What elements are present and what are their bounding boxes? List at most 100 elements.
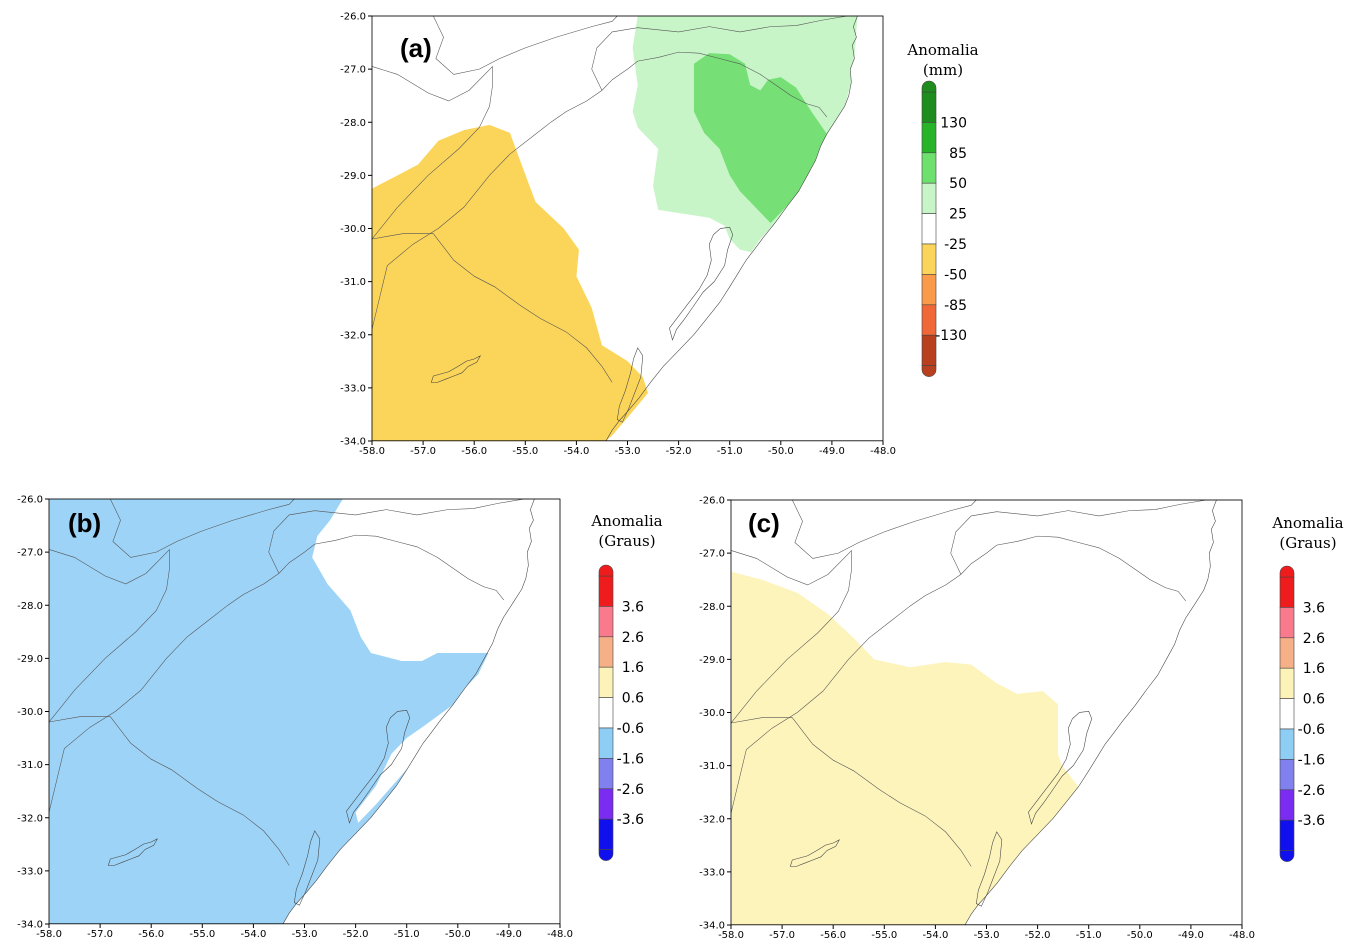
legend-swatch: [1279, 698, 1295, 730]
y-tick-label: -29.0: [340, 171, 366, 182]
legend-title: (mm): [923, 61, 963, 79]
panel-b-temperature-map: -58.0 -57.0 -56.0 -55.0 -54.0 -53.0 -52.0 -51.0…: [17, 495, 663, 941]
legend-swatch: [921, 122, 937, 154]
legend-label: -3.6: [617, 812, 644, 828]
legend-cap-bottom: [598, 849, 614, 861]
legend-cap-top: [598, 564, 614, 577]
x-tick-label: -57.0: [410, 446, 436, 457]
legend-label: -130: [935, 328, 967, 344]
legend-swatch: [921, 304, 937, 336]
y-tick-label: -27.0: [699, 549, 725, 560]
legend-swatch: [921, 274, 937, 306]
legend-label: 2.6: [1303, 631, 1325, 647]
x-tick-label: -52.0: [343, 929, 369, 940]
panel-a-dry-anomaly-area: [372, 124, 648, 441]
legend-label: -25: [944, 237, 967, 253]
x-tick-label: -57.0: [87, 929, 113, 940]
legend-swatch: [921, 182, 937, 214]
legend-label: -1.6: [617, 751, 644, 767]
legend-swatch: [1279, 789, 1295, 821]
y-tick-label: -33.0: [340, 383, 366, 394]
y-tick-label: -26.0: [699, 496, 725, 507]
x-tick-label: -56.0: [461, 446, 487, 457]
x-tick-label: -54.0: [240, 929, 266, 940]
legend-cap-top: [921, 80, 937, 93]
x-tick-label: -48.0: [547, 929, 573, 940]
x-tick-label: -58.0: [36, 929, 62, 940]
x-tick-label: -53.0: [974, 930, 1000, 941]
y-tick-label: -34.0: [17, 920, 43, 931]
legend-swatch: [1279, 819, 1295, 851]
panel-a-legend: Anomalia (mm) 130 85 50 25 -25 -50 -85 -130: [906, 41, 979, 377]
x-tick-label: -53.0: [615, 446, 641, 457]
y-tick-label: -29.0: [699, 655, 725, 666]
x-tick-label: -52.0: [666, 446, 692, 457]
panel-c-x-axis: -58.0 -57.0 -56.0 -55.0 -54.0 -53.0 -52.0 -51.0…: [718, 925, 1255, 941]
panel-a-y-axis: -26.0 -27.0 -28.0 -29.0 -30.0 -31.0 -32.0 -33.0…: [340, 12, 372, 448]
legend-swatch: [598, 758, 614, 790]
x-tick-label: -56.0: [138, 929, 164, 940]
panel-a-precipitation-map: -58.0 -57.0 -56.0 -55.0 -54.0 -53.0 -52.0 -51.0…: [340, 12, 979, 458]
x-tick-label: -50.0: [1127, 930, 1153, 941]
x-tick-label: -57.0: [769, 930, 795, 941]
panel-c-map: [730, 499, 1243, 926]
panel-c-y-axis: -26.0 -27.0 -28.0 -29.0 -30.0 -31.0 -32.0 -33.0…: [699, 496, 731, 932]
legend-swatch: [1279, 759, 1295, 791]
y-tick-label: -29.0: [17, 654, 43, 665]
x-tick-label: -53.0: [292, 929, 318, 940]
panel-c-label: (c): [748, 508, 780, 538]
x-tick-label: -58.0: [359, 446, 385, 457]
legend-label: 1.6: [1303, 661, 1325, 677]
legend-label: 2.6: [622, 630, 644, 646]
y-tick-label: -27.0: [17, 548, 43, 559]
y-tick-label: -28.0: [17, 601, 43, 612]
x-tick-label: -55.0: [871, 930, 897, 941]
legend-label: 1.6: [622, 660, 644, 676]
legend-swatch: [598, 575, 614, 607]
x-tick-label: -54.0: [563, 446, 589, 457]
x-tick-label: -48.0: [1229, 930, 1255, 941]
x-tick-label: -49.0: [496, 929, 522, 940]
legend-swatch: [598, 697, 614, 729]
legend-swatch: [598, 788, 614, 820]
legend-label: 50: [949, 176, 967, 192]
legend-label: 0.6: [622, 691, 644, 707]
y-tick-label: -31.0: [340, 277, 366, 288]
panel-b-y-axis: -26.0 -27.0 -28.0 -29.0 -30.0 -31.0 -32.0 -33.0…: [17, 495, 49, 931]
y-tick-label: -27.0: [340, 65, 366, 76]
legend-label: 3.6: [1303, 600, 1325, 616]
legend-title: Anomalia: [590, 512, 662, 530]
panel-a-map: [371, 15, 884, 442]
panel-c-legend: Anomalia (Graus) 3.6 2.6 1.6 0.6 -0.6 -1.6 -2.6 -…: [1271, 514, 1344, 862]
y-tick-label: -30.0: [699, 708, 725, 719]
legend-swatch: [921, 334, 937, 366]
y-tick-label: -26.0: [340, 12, 366, 23]
x-tick-label: -54.0: [922, 930, 948, 941]
x-tick-label: -50.0: [445, 929, 471, 940]
x-tick-label: -55.0: [512, 446, 538, 457]
x-tick-label: -51.0: [717, 446, 743, 457]
y-tick-label: -34.0: [340, 437, 366, 448]
legend-swatch: [598, 666, 614, 698]
panel-a-label: (a): [400, 33, 432, 63]
legend-label: -2.6: [1298, 783, 1325, 799]
x-tick-label: -51.0: [1076, 930, 1102, 941]
legend-swatch: [598, 636, 614, 668]
legend-label: 3.6: [622, 599, 644, 615]
y-tick-label: -30.0: [17, 707, 43, 718]
panel-c-warm-anomaly-area: [731, 571, 1079, 925]
legend-label: -3.6: [1298, 813, 1325, 829]
legend-cap-top: [1279, 565, 1295, 578]
legend-cap-bottom: [1279, 850, 1295, 862]
panel-a-x-axis: -58.0 -57.0 -56.0 -55.0 -54.0 -53.0 -52.0 -51.0…: [359, 441, 896, 457]
legend-swatch: [1279, 667, 1295, 699]
legend-swatch: [921, 152, 937, 184]
y-tick-label: -31.0: [699, 761, 725, 772]
legend-swatch: [921, 91, 937, 123]
x-tick-label: -55.0: [189, 929, 215, 940]
legend-title: Anomalia: [1271, 514, 1343, 532]
y-tick-label: -31.0: [17, 760, 43, 771]
legend-title: (Graus): [1279, 534, 1336, 552]
legend-swatch: [598, 818, 614, 850]
